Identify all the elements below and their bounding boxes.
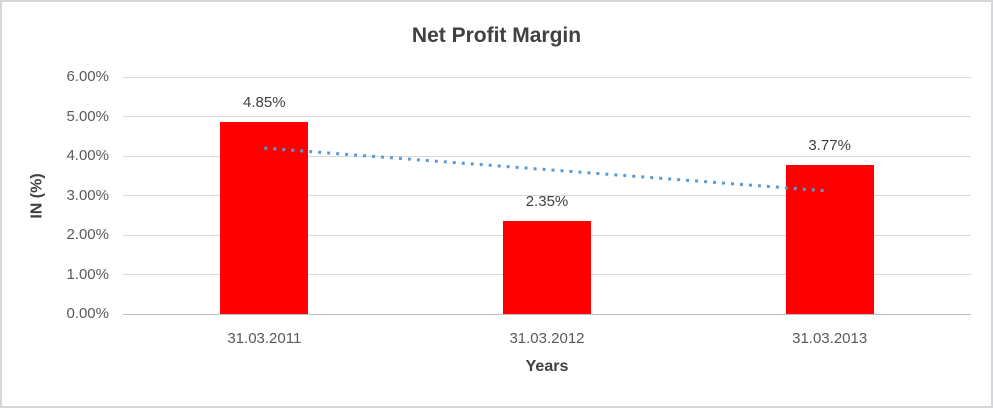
bar-data-label: 2.35%: [525, 193, 569, 211]
y-tick-label: 2.00%: [66, 226, 109, 243]
y-tick-label: 3.00%: [66, 186, 109, 204]
gridline: [123, 116, 971, 117]
x-axis-line: [123, 313, 971, 315]
x-tick-label: 31.03.2012: [509, 330, 585, 347]
gridline: [123, 76, 971, 78]
y-tick-label: 4.00%: [66, 147, 109, 164]
y-tick-label: 5.00%: [66, 107, 109, 125]
y-axis-tick-labels: 6.00% 5.00% 4.00% 3.00% 2.00% 1.00% 0.00%: [2, 68, 109, 322]
y-tick-label: 0.00%: [66, 305, 109, 322]
bar-31.03.2012: [503, 221, 591, 314]
plot-area: 4.85% 2.35% 3.77%: [123, 76, 971, 315]
bar-31.03.2011: [220, 122, 309, 314]
gridline: [123, 155, 971, 157]
bar-data-label: 4.85%: [243, 94, 286, 112]
y-tick-label: 6.00%: [66, 68, 109, 85]
gridline: [123, 195, 971, 196]
bar-31.03.2013: [785, 165, 874, 314]
x-tick-label: 31.03.2011: [227, 330, 302, 347]
bar-data-label: 3.77%: [808, 137, 851, 155]
chart-title: Net Profit Margin: [411, 24, 582, 47]
x-tick-label: 31.03.2013: [792, 330, 868, 347]
x-axis-title: Years: [525, 358, 569, 375]
trendline: [264, 146, 830, 193]
y-tick-label: 1.00%: [66, 265, 109, 283]
